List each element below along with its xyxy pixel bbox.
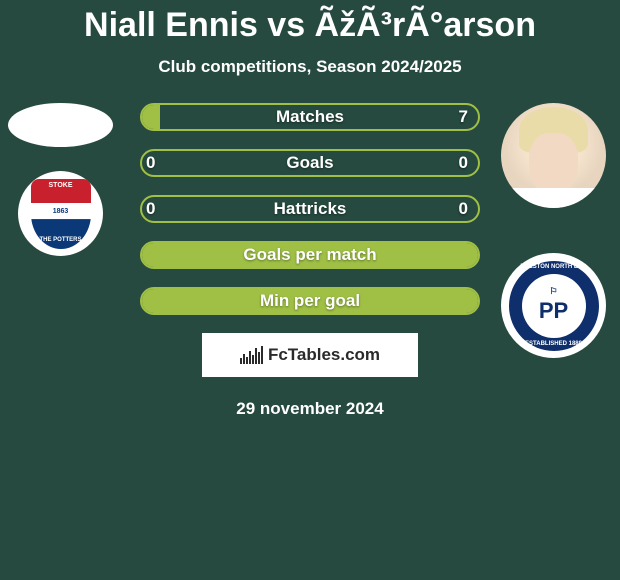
stat-value-right: 0 <box>459 199 468 219</box>
preston-crest-icon: PRESTON NORTH END ⚐ PP ESTABLISHED 1880 <box>509 261 599 351</box>
stat-label: Matches <box>276 107 344 127</box>
stat-row-hattricks: 0 Hattricks 0 <box>140 195 480 223</box>
club-right-badge: PRESTON NORTH END ⚐ PP ESTABLISHED 1880 <box>501 253 606 358</box>
stat-label: Hattricks <box>274 199 347 219</box>
page-subtitle: Club competitions, Season 2024/2025 <box>0 57 620 77</box>
club-left-year: 1863 <box>31 203 91 219</box>
lamb-icon: ⚐ <box>549 287 557 296</box>
stat-label: Min per goal <box>260 291 360 311</box>
date-label: 29 november 2024 <box>0 399 620 419</box>
club-right-abbrev: PP <box>539 298 568 324</box>
stat-row-min-per-goal: Min per goal <box>140 287 480 315</box>
branding-text: FcTables.com <box>268 345 380 365</box>
stat-row-goals: 0 Goals 0 <box>140 149 480 177</box>
comparison-panel: STOKE 1863 THE POTTERS PRESTON NORTH END… <box>0 103 620 419</box>
page-title: Niall Ennis vs ÃžÃ³rÃ°arson <box>0 6 620 45</box>
stat-value-left: 0 <box>140 153 154 173</box>
club-left-abbrev: STOKE <box>31 182 91 189</box>
player-right-avatar <box>501 103 606 208</box>
bar-chart-icon <box>240 346 263 364</box>
stat-value-left: 0 <box>140 199 154 219</box>
stat-label: Goals per match <box>243 245 376 265</box>
club-right-top-text: PRESTON NORTH END <box>509 264 599 270</box>
club-right-bottom-text: ESTABLISHED 1880 <box>509 341 599 347</box>
stat-value-right: 7 <box>459 107 468 127</box>
header: Niall Ennis vs ÃžÃ³rÃ°arson Club competi… <box>0 0 620 77</box>
stat-row-goals-per-match: Goals per match <box>140 241 480 269</box>
stoke-crest-icon: STOKE 1863 THE POTTERS <box>31 179 91 249</box>
player-left-avatar <box>8 103 113 147</box>
stats-list: Matches 7 0 Goals 0 0 Hattricks 0 Goals … <box>140 103 480 315</box>
stat-label: Goals <box>286 153 333 173</box>
stat-value-right: 0 <box>459 153 468 173</box>
club-left-badge: STOKE 1863 THE POTTERS <box>18 171 103 256</box>
club-left-motto: THE POTTERS <box>31 237 91 243</box>
branding-box[interactable]: FcTables.com <box>202 333 418 377</box>
stat-row-matches: Matches 7 <box>140 103 480 131</box>
